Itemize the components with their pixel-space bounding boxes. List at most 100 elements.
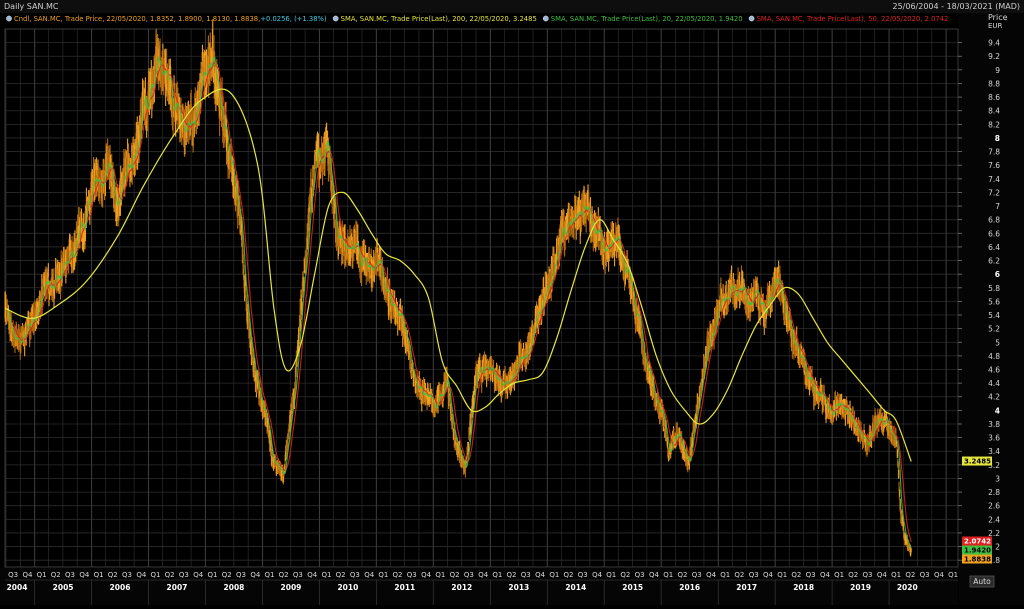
auto-scale-label[interactable]: Auto (973, 577, 991, 586)
quarter-label: Q2 (734, 571, 744, 579)
y-tick-label: 4 (995, 406, 1000, 415)
legend-toggle-icon[interactable] (748, 15, 755, 22)
year-label: 2005 (53, 583, 74, 592)
y-tick-label: 8.8 (988, 79, 1000, 88)
quarter-label: Q1 (265, 571, 275, 579)
year-label: 2008 (224, 583, 245, 592)
y-tick-label: 3.2 (988, 461, 1000, 470)
price-tag (962, 536, 992, 546)
chart-background (0, 13, 1024, 605)
quarter-label: Q3 (8, 571, 18, 579)
year-label: 2010 (337, 583, 358, 592)
y-tick-label: 8.2 (988, 120, 1000, 129)
y-tick-label: 7 (995, 202, 1000, 211)
plot-area[interactable]: Price EUR 9.4 9.2 9 8.8 8.6 8.4 8.2 8 7.8 7.6 7.4 7.2… (0, 13, 1024, 605)
y-tick-label: 2.6 (988, 502, 1000, 511)
quarter-label: Q3 (521, 571, 531, 579)
quarter-label: Q1 (492, 571, 502, 579)
quarter-label: Q2 (222, 571, 232, 579)
year-label: 2016 (679, 583, 700, 592)
quarter-label: Q1 (891, 571, 901, 579)
quarter-label: Q4 (934, 571, 945, 579)
year-label: 2018 (793, 583, 814, 592)
date-range: 25/06/2004 - 18/03/2021 (MAD) (892, 2, 1020, 11)
legend-item[interactable]: SMA, SAN.MC, Trade Price(Last), 50, 22/0… (757, 15, 949, 23)
year-label: 2009 (281, 583, 302, 592)
quarter-label: Q3 (692, 571, 702, 579)
year-label: 2014 (565, 583, 586, 592)
quarter-label: Q4 (592, 571, 603, 579)
quarter-label: Q3 (749, 571, 759, 579)
y-tick-label: 5 (995, 338, 1000, 347)
y-tick-label: 3.6 (988, 434, 1000, 443)
sma200-line (4, 88, 912, 462)
legend-toggle-icon[interactable] (332, 15, 339, 22)
quarter-label: Q3 (464, 571, 474, 579)
price-axis-title: Price (988, 13, 1008, 22)
quarter-label: Q3 (179, 571, 189, 579)
y-tick-label: 6.8 (988, 216, 1000, 225)
quarter-label: Q3 (236, 571, 246, 579)
price-tag (962, 554, 992, 564)
quarter-label: Q3 (350, 571, 360, 579)
price-tag-label: 1.9420 (964, 547, 991, 555)
legend-toggle-icon[interactable] (6, 15, 12, 22)
quarter-label: Q4 (136, 571, 147, 579)
quarter-label: Q2 (450, 571, 460, 579)
y-tick-label: 9.4 (988, 39, 1000, 48)
quarter-label: Q2 (108, 571, 118, 579)
legend-item[interactable]: SMA, SAN.MC, Trade Price(Last), 20, 22/0… (551, 15, 743, 23)
quarter-label: Q2 (620, 571, 630, 579)
y-tick-label: 2.8 (988, 488, 1000, 497)
quarter-label: Q1 (321, 571, 331, 579)
quarter-label: Q3 (920, 571, 930, 579)
quarter-label: Q2 (563, 571, 573, 579)
quarter-label: Q3 (407, 571, 417, 579)
sma20-line (7, 55, 912, 549)
quarter-label: Q4 (820, 571, 831, 579)
quarter-label: Q3 (122, 571, 132, 579)
quarter-label: Q3 (65, 571, 75, 579)
quarter-label: Q4 (478, 571, 489, 579)
quarter-label: Q4 (763, 571, 774, 579)
quarter-label: Q2 (336, 571, 346, 579)
year-label: 2020 (897, 583, 918, 592)
year-label: 2011 (394, 583, 415, 592)
quarter-label: Q3 (635, 571, 645, 579)
quarter-label: Q1 (208, 571, 218, 579)
price-tag-label: 2.0742 (964, 538, 991, 546)
y-tick-label: 7.8 (988, 148, 1000, 157)
y-tick-label: 8.6 (988, 93, 1000, 102)
year-label: 2019 (850, 583, 871, 592)
legend-toggle-icon[interactable] (542, 15, 549, 22)
quarter-label: Q4 (307, 571, 318, 579)
year-label: 2006 (110, 583, 131, 592)
y-tick-label: 1.8 (988, 556, 1000, 565)
y-tick-label: 6.4 (988, 243, 1000, 252)
y-tick-label: 6.2 (988, 257, 1000, 266)
time-axis-panel (0, 568, 958, 605)
title-bar: Daily SAN.MC 25/06/2004 - 18/03/2021 (MA… (0, 0, 1024, 14)
quarter-label: Q1 (720, 571, 730, 579)
quarter-label: Q1 (834, 571, 844, 579)
y-tick-label: 2.4 (988, 515, 1000, 524)
legend-item[interactable]: Cndl, SAN.MC, Trade Price, 22/05/2020, 1… (14, 15, 260, 23)
y-tick-label: 4.6 (988, 366, 1000, 375)
quarter-label: Q2 (507, 571, 517, 579)
quarter-label: Q2 (905, 571, 915, 579)
y-tick-label: 9 (995, 66, 1000, 75)
year-label: 2013 (508, 583, 529, 592)
quarter-label: Q1 (378, 571, 388, 579)
auto-scale-button[interactable] (969, 575, 995, 588)
legend-item[interactable]: SMA, SAN.MC, Trade Price(Last), 200, 22/… (341, 15, 537, 23)
quarter-label: Q1 (549, 571, 559, 579)
quarter-label: Q4 (79, 571, 90, 579)
y-tick-label: 7.6 (988, 161, 1000, 170)
legend-change: +0.0256, (+1.38%) (260, 15, 327, 23)
quarter-label: Q2 (393, 571, 403, 579)
y-tick-label: 3.8 (988, 420, 1000, 429)
year-label: 2004 (7, 583, 28, 592)
quarter-label: Q2 (791, 571, 801, 579)
